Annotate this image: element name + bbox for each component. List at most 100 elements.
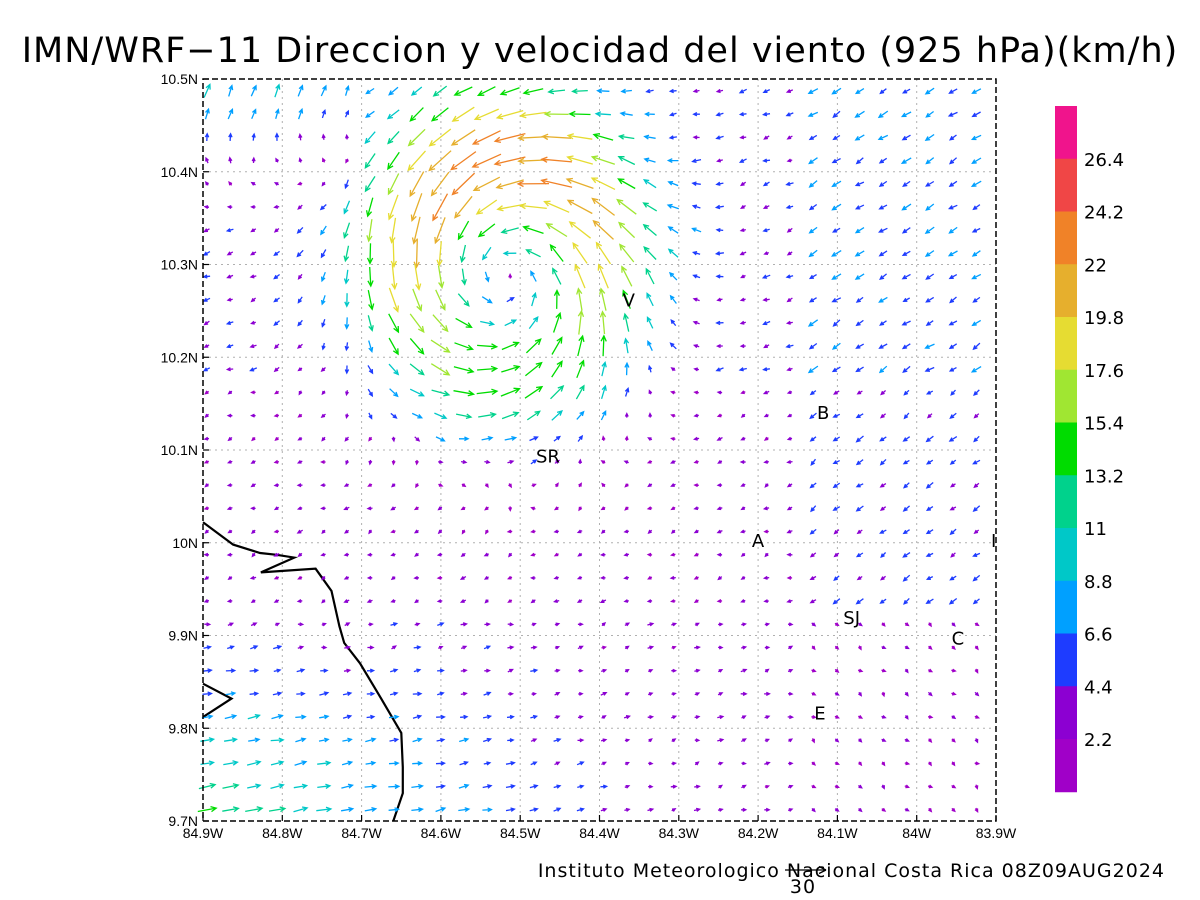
wind-vector <box>483 552 489 557</box>
wind-vector <box>505 784 516 789</box>
wind-vector <box>691 158 702 164</box>
wind-vector <box>204 132 210 142</box>
wind-vector <box>543 110 569 118</box>
wind-vector <box>251 108 257 119</box>
wind-vector <box>436 599 443 604</box>
wind-vector <box>270 760 285 766</box>
wind-vector <box>924 366 935 372</box>
wind-vector <box>321 529 326 535</box>
wind-vector <box>390 599 396 603</box>
wind-vector <box>787 645 794 650</box>
wind-vector <box>390 576 396 581</box>
wind-vector <box>202 367 211 372</box>
wind-vector <box>483 645 492 650</box>
wind-vector <box>273 506 280 511</box>
place-label: I <box>991 531 996 552</box>
wind-vector <box>624 622 631 627</box>
wind-vector <box>809 599 817 604</box>
wind-vector <box>204 483 209 488</box>
wind-vector <box>205 156 210 164</box>
wind-vector <box>924 226 935 234</box>
wind-vector <box>974 761 981 766</box>
colorbar-segment <box>1055 317 1077 371</box>
wind-vector <box>297 296 303 304</box>
wind-vector <box>409 388 425 397</box>
wind-vector <box>669 575 676 580</box>
wind-vector <box>321 109 327 119</box>
wind-vector <box>668 112 677 117</box>
wind-vector <box>670 506 676 511</box>
wind-vector <box>927 691 933 697</box>
wind-vector <box>225 668 237 673</box>
wind-vector <box>297 552 303 558</box>
wind-vector <box>718 645 724 650</box>
wind-vector <box>366 552 373 557</box>
wind-vector <box>902 436 911 442</box>
wind-vector <box>434 217 446 245</box>
wind-vector <box>250 297 257 303</box>
wind-vector <box>387 151 400 171</box>
wind-vector <box>788 738 794 743</box>
wind-vector <box>273 182 280 186</box>
wind-vector <box>834 714 840 719</box>
wind-vector <box>202 668 213 673</box>
wind-vector <box>807 319 819 327</box>
wind-vector <box>343 529 350 534</box>
colorbar-label: 19.8 <box>1084 308 1124 329</box>
x-tick-label: 84.6W <box>421 825 462 841</box>
wind-vector <box>833 390 840 395</box>
wind-vector <box>545 223 568 238</box>
wind-vector <box>951 807 956 813</box>
wind-vector <box>832 134 841 141</box>
wind-vector <box>554 761 561 766</box>
wind-vector <box>693 575 699 580</box>
wind-vector <box>811 622 817 627</box>
x-tick-label: 83.9W <box>976 825 1017 841</box>
wind-vector <box>670 483 676 487</box>
wind-vector <box>599 287 607 311</box>
wind-vector <box>437 645 444 650</box>
wind-vector <box>881 645 887 650</box>
wind-vector <box>600 506 606 511</box>
wind-vector <box>599 310 607 335</box>
wind-vector <box>740 436 746 441</box>
wind-vector <box>671 738 677 743</box>
wind-vector <box>435 784 446 789</box>
wind-vector <box>203 645 212 650</box>
wind-vector <box>691 181 701 186</box>
wind-vector <box>430 339 451 353</box>
wind-vector <box>624 807 631 812</box>
wind-vector <box>318 737 330 743</box>
wind-vector <box>526 410 541 421</box>
wind-vector <box>668 88 677 94</box>
wind-vector <box>204 107 210 120</box>
wind-vector <box>925 273 935 280</box>
wind-vector <box>200 760 215 766</box>
wind-vector <box>342 737 353 743</box>
wind-vector <box>225 367 234 372</box>
colorbar-label: 26.4 <box>1084 150 1124 171</box>
wind-vector <box>202 251 211 256</box>
reference-vector-head <box>818 865 827 875</box>
wind-vector <box>367 645 375 650</box>
wind-vector <box>786 251 793 256</box>
colorbar-label: 22 <box>1084 255 1107 276</box>
wind-vector <box>833 552 840 558</box>
wind-vector <box>202 691 213 697</box>
wind-vector <box>507 622 515 627</box>
wind-vector <box>525 338 542 354</box>
wind-vector <box>761 274 771 279</box>
wind-vector <box>618 221 636 239</box>
wind-vector <box>858 622 863 627</box>
wind-vector <box>413 668 422 673</box>
wind-vector <box>808 342 818 350</box>
wind-vector <box>623 337 630 354</box>
wind-vector <box>971 111 981 118</box>
wind-vector <box>717 738 725 743</box>
coastline-inlet <box>202 682 234 719</box>
wind-vector <box>484 271 490 283</box>
wind-vector <box>568 221 591 239</box>
wind-vector <box>345 158 349 164</box>
wind-vector <box>831 366 841 373</box>
wind-vector <box>298 133 303 141</box>
